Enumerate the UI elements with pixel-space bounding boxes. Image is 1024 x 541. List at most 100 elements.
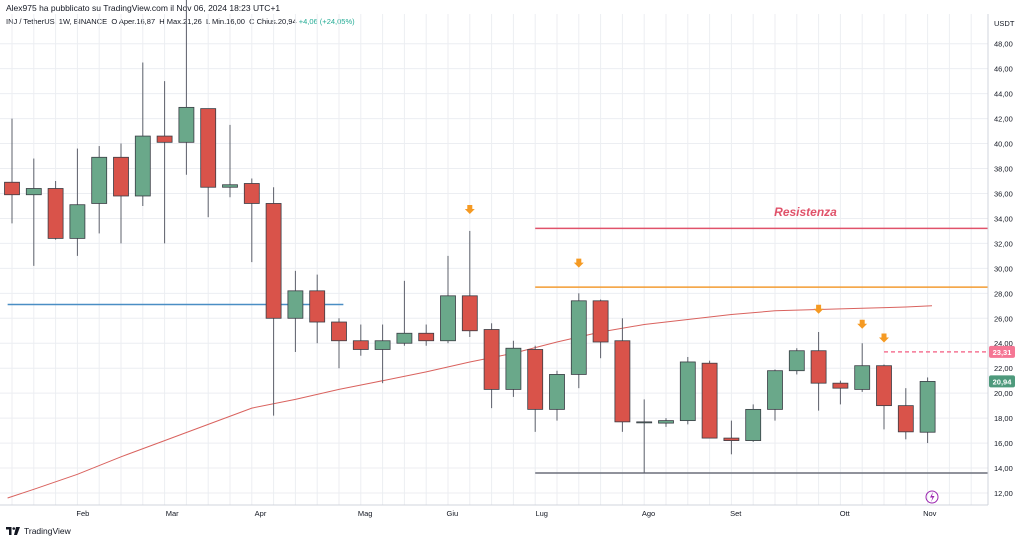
- candle: [91, 146, 108, 234]
- candle-body: [156, 135, 173, 143]
- candle: [25, 158, 42, 266]
- price-tick-label: 32,00: [994, 239, 1013, 248]
- candle: [832, 380, 849, 405]
- arrow-down-icon: [573, 258, 584, 268]
- candle-body: [461, 295, 478, 332]
- candle: [570, 293, 587, 389]
- open-value: Aper.16,87: [118, 17, 156, 26]
- candle-body: [549, 374, 565, 410]
- footer-brand[interactable]: TradingView: [6, 526, 71, 536]
- candle: [287, 270, 304, 352]
- price-tick-label: 16,00: [994, 439, 1013, 448]
- candle-body: [658, 420, 674, 424]
- candle-body: [505, 347, 522, 390]
- candle-body: [25, 188, 42, 196]
- candle: [527, 345, 544, 432]
- candle: [788, 348, 805, 375]
- time-tick-label: Nov: [923, 509, 937, 518]
- candle: [352, 324, 369, 356]
- candle: [418, 324, 435, 346]
- price-tick-label: 42,00: [994, 115, 1013, 124]
- candle: [374, 324, 391, 384]
- candle: [4, 118, 20, 224]
- candle-body: [418, 332, 435, 342]
- price-tick-label: 18,00: [994, 414, 1013, 423]
- candle-body: [679, 361, 696, 422]
- candle: [745, 404, 762, 442]
- candle: [47, 181, 64, 240]
- annotation-resistenza: Resistenza: [774, 205, 837, 219]
- candle: [178, 0, 195, 175]
- candle: [156, 81, 173, 244]
- open-label: O: [111, 17, 118, 26]
- price-tick-label: 28,00: [994, 289, 1013, 298]
- price-badge-label: 23,31: [993, 348, 1012, 357]
- candle-body: [134, 135, 151, 197]
- candle-body: [592, 300, 609, 343]
- candle-body: [876, 365, 892, 407]
- candle: [113, 143, 129, 244]
- candle: [440, 255, 456, 344]
- candle: [200, 108, 217, 218]
- candle-body: [222, 184, 238, 188]
- axis-currency: USDT: [994, 19, 1015, 28]
- time-tick-label: Lug: [535, 509, 548, 518]
- candle: [483, 323, 500, 409]
- candle: [265, 187, 282, 416]
- candle: [505, 340, 522, 397]
- candle: [309, 274, 326, 344]
- chart-grid: [0, 14, 988, 505]
- time-tick-label: Ott: [840, 509, 851, 518]
- price-tick-label: 30,00: [994, 264, 1013, 273]
- candle-body: [113, 156, 129, 197]
- time-tick-label: Set: [730, 509, 742, 518]
- candle-body: [374, 340, 391, 350]
- price-badge: 23,31: [989, 345, 1015, 358]
- candle-body: [69, 204, 86, 239]
- candle-body: [4, 181, 20, 196]
- price-tick-label: 44,00: [994, 90, 1013, 99]
- candle-body: [897, 405, 914, 433]
- arrow-markers: [464, 204, 889, 343]
- footer-brand-label: TradingView: [24, 526, 71, 536]
- candle-body: [243, 183, 260, 204]
- time-tick-label: Mar: [166, 509, 179, 518]
- price-badge-bg: [989, 345, 1015, 358]
- price-badge-bg: [989, 375, 1015, 388]
- price-tick-label: 46,00: [994, 65, 1013, 74]
- price-tick-label: 26,00: [994, 314, 1013, 323]
- price-tick-label: 12,00: [994, 489, 1013, 498]
- price-tick-label: 48,00: [994, 40, 1013, 49]
- moving-average-line: [7, 305, 933, 499]
- price-axis: 12,00 14,00 16,00 18,00 20,00 22,00 24,00 26,00…: [994, 40, 1013, 498]
- candle: [658, 418, 674, 427]
- candle: [767, 369, 783, 421]
- candle-body: [178, 106, 195, 143]
- candle-body: [767, 370, 783, 410]
- horizontal-lines: [7, 227, 988, 474]
- candle-body: [47, 188, 64, 239]
- price-badge: 20,94: [989, 375, 1015, 388]
- candle: [549, 370, 565, 421]
- price-tick-label: 40,00: [994, 140, 1013, 149]
- annotations: Resistenza: [774, 205, 837, 219]
- price-tick-label: 34,00: [994, 214, 1013, 223]
- candle: [636, 399, 653, 474]
- candle-body: [91, 156, 108, 204]
- price-badges: 23,31 20,94: [989, 345, 1015, 388]
- time-tick-label: Mag: [358, 509, 373, 518]
- price-badge-label: 20,94: [993, 377, 1013, 386]
- publisher-text: Alex975 ha pubblicato su TradingView.com…: [6, 3, 281, 13]
- candle-body: [570, 300, 587, 375]
- candle-body: [919, 381, 936, 433]
- candle: [810, 332, 827, 411]
- price-tick-label: 22,00: [994, 364, 1013, 373]
- lightning-icon[interactable]: [925, 490, 939, 504]
- symbol-name[interactable]: INJ / TetherUS, 1W, BINANCE: [6, 17, 108, 26]
- arrow-down-icon: [464, 204, 475, 214]
- candle: [723, 420, 740, 455]
- candle: [701, 360, 718, 439]
- candle-body: [701, 362, 718, 439]
- candles: [4, 0, 936, 474]
